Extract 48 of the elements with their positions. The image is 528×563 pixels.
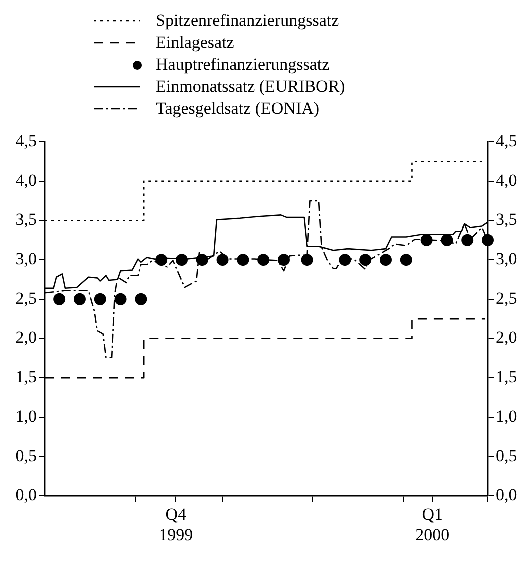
- point: [176, 254, 188, 266]
- legend-label: Hauptrefinanzierungssatz: [156, 55, 330, 75]
- y-tick-label: 3,0: [16, 250, 37, 269]
- y2-tick-label: 2,0: [496, 328, 518, 348]
- point: [258, 254, 270, 266]
- x-tick-label: Q1 2000: [416, 504, 450, 544]
- y-tick-label: 2,0: [16, 328, 37, 348]
- x-tick-label: Q4 1999: [159, 504, 194, 544]
- point: [216, 254, 229, 266]
- point: [135, 293, 148, 306]
- y2-tick-label: 0,5: [496, 446, 518, 466]
- y2-tick-label: 3,0: [496, 250, 518, 269]
- point: [114, 293, 127, 306]
- y-tick-label: 0,5: [16, 446, 37, 466]
- legend-label: Tagesgeldsatz (EONIA): [156, 99, 320, 119]
- y2-tick-label: 2,5: [496, 288, 518, 308]
- y-tick-label: 1,5: [16, 368, 37, 387]
- point: [462, 234, 474, 246]
- point: [237, 254, 250, 266]
- point: [360, 254, 372, 266]
- point: [94, 293, 106, 306]
- y-tick-label: 4,0: [16, 170, 37, 190]
- point: [54, 293, 66, 306]
- y2-tick-label: 3,5: [496, 210, 518, 230]
- point: [74, 293, 86, 306]
- y-tick-label: 0,0: [16, 486, 37, 505]
- y2-tick-label: 4,5: [496, 131, 518, 150]
- point: [301, 254, 314, 266]
- point: [339, 254, 352, 266]
- y2-tick-label: 1,0: [496, 406, 518, 426]
- y-tick-label: 1,0: [16, 406, 37, 426]
- point: [420, 234, 433, 246]
- y-tick-label: 4,5: [16, 131, 37, 150]
- y-tick-label: 3,5: [16, 210, 37, 230]
- y2-tick-label: 1,5: [496, 368, 518, 387]
- point: [196, 254, 208, 266]
- point: [156, 254, 168, 266]
- point: [278, 254, 290, 266]
- legend-label: Einlagesatz: [156, 33, 234, 53]
- y2-tick-label: 0,0: [496, 486, 518, 505]
- y-tick-label: 2,5: [16, 288, 37, 308]
- point: [400, 254, 412, 266]
- legend-label: Spitzenrefinanzierungssatz: [156, 11, 340, 31]
- point: [380, 254, 392, 266]
- point: [482, 234, 494, 246]
- legend-label: Einmonatssatz (EURIBOR): [156, 77, 346, 97]
- y2-tick-label: 4,0: [496, 170, 518, 190]
- point: [441, 234, 454, 246]
